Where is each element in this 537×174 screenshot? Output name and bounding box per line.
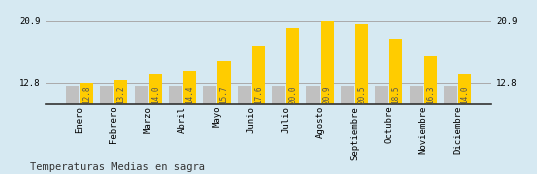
Text: 14.0: 14.0 xyxy=(151,85,160,104)
Bar xyxy=(375,86,388,104)
Text: 14.4: 14.4 xyxy=(185,85,194,104)
Bar xyxy=(272,86,285,104)
Bar xyxy=(458,74,471,104)
Text: 20.5: 20.5 xyxy=(357,85,366,104)
Bar xyxy=(66,86,79,104)
Text: 16.3: 16.3 xyxy=(426,85,434,104)
Bar xyxy=(307,86,320,104)
Bar xyxy=(149,74,162,104)
Bar xyxy=(204,86,216,104)
Bar xyxy=(389,39,402,104)
Text: Temperaturas Medias en sagra: Temperaturas Medias en sagra xyxy=(30,162,205,172)
Text: 20.9: 20.9 xyxy=(323,85,331,104)
Bar xyxy=(321,21,333,104)
Bar xyxy=(238,86,251,104)
Bar xyxy=(252,46,265,104)
Bar xyxy=(183,71,196,104)
Bar xyxy=(169,86,182,104)
Bar xyxy=(444,86,457,104)
Bar xyxy=(114,80,127,104)
Bar xyxy=(100,86,113,104)
Bar xyxy=(355,24,368,104)
Text: 13.2: 13.2 xyxy=(117,85,126,104)
Bar xyxy=(217,61,230,104)
Text: 17.6: 17.6 xyxy=(254,85,263,104)
Text: 14.0: 14.0 xyxy=(460,85,469,104)
Text: 20.0: 20.0 xyxy=(288,85,297,104)
Bar xyxy=(80,83,93,104)
Bar xyxy=(410,86,423,104)
Bar xyxy=(424,56,437,104)
Bar xyxy=(341,86,354,104)
Text: 12.8: 12.8 xyxy=(82,85,91,104)
Bar xyxy=(286,28,299,104)
Text: 18.5: 18.5 xyxy=(391,85,400,104)
Text: 15.7: 15.7 xyxy=(220,85,229,104)
Bar xyxy=(135,86,148,104)
